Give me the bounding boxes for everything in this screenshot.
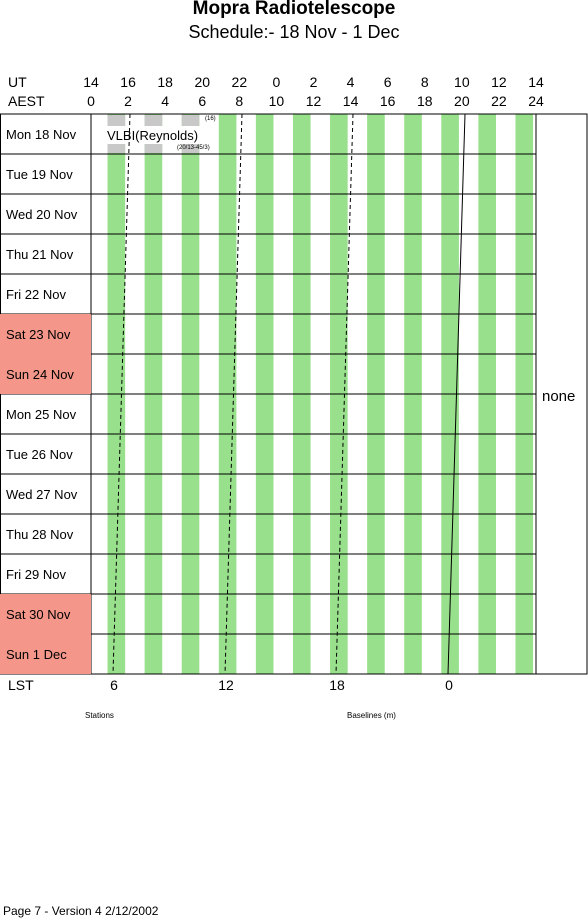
lst-tick: 0 [445, 677, 453, 693]
ut-tick: 10 [454, 74, 470, 90]
day-label: Wed 27 Nov [6, 486, 78, 502]
lst-tick: 18 [329, 677, 345, 693]
aest-tick: 10 [268, 93, 285, 109]
lst-tick: 6 [110, 677, 118, 693]
aest-tick: 12 [305, 93, 322, 109]
ut-tick: 8 [420, 74, 429, 90]
day-label: Thu 21 Nov [6, 246, 74, 262]
vlbi-label-bg [104, 126, 208, 144]
aest-tick: 2 [124, 93, 132, 109]
ut-tick: 2 [309, 74, 318, 90]
side-column [535, 113, 588, 675]
aest-tick: 20 [454, 93, 470, 109]
day-label: Mon 18 Nov [6, 126, 77, 142]
aest-tick: 22 [491, 93, 507, 109]
aest-tick: 24 [528, 93, 544, 109]
page-subtitle: Schedule:- 18 Nov - 1 Dec [188, 22, 400, 42]
day-label: Tue 26 Nov [6, 446, 73, 462]
vlbi-observation-label: VLBI(Reynolds) [107, 128, 199, 143]
lst-drift-line [447, 113, 466, 675]
ut-tick: 14 [528, 74, 544, 90]
aest-tick: 14 [342, 93, 359, 109]
lst-drift-line [335, 113, 354, 675]
side-label: none [542, 388, 576, 405]
ut-tick: 20 [194, 74, 211, 90]
ut-tick: 16 [120, 74, 136, 90]
ut-tick: 18 [157, 74, 173, 90]
aest-tick: 8 [235, 93, 244, 109]
lst-tick: 12 [218, 677, 234, 693]
lst-drift-line [112, 113, 131, 675]
day-label: Sat 23 Nov [0, 314, 91, 354]
aest-tick: 6 [198, 93, 207, 109]
aest-tick: 4 [161, 93, 170, 109]
day-label: Fri 22 Nov [6, 286, 66, 302]
aest-tick: 0 [87, 93, 95, 109]
schedule-grid [0, 113, 588, 675]
day-label: Thu 28 Nov [6, 526, 74, 542]
ut-tick: 6 [383, 74, 392, 90]
day-label: Mon 25 Nov [6, 406, 77, 422]
ut-tick: 4 [346, 74, 355, 90]
day-label: Sun 1 Dec [0, 634, 91, 674]
baselines-label: Baselines (m) [347, 711, 396, 720]
vlbi-note-bottom: (20/13-45/3) [177, 145, 210, 151]
aest-tick: 18 [416, 93, 433, 109]
ut-tick: 12 [491, 74, 507, 90]
aest-label: AEST [8, 93, 45, 109]
ut-tick: 14 [83, 74, 99, 90]
day-label: Sun 24 Nov [0, 354, 91, 394]
ut-label: UT [8, 74, 27, 90]
ut-tick: 22 [231, 74, 248, 90]
vlbi-note-top: (16) [205, 116, 216, 122]
day-label: Tue 19 Nov [6, 166, 73, 182]
lst-drift-line [224, 113, 243, 675]
lst-label: LST [8, 677, 34, 693]
day-label: Fri 29 Nov [6, 566, 66, 582]
page-footer: Page 7 - Version 4 2/12/2002 [3, 904, 159, 918]
aest-tick: 16 [379, 93, 396, 109]
stations-label: Stations [85, 711, 114, 720]
day-label: Sat 30 Nov [0, 594, 91, 634]
page-title: Mopra Radiotelescope [192, 0, 396, 19]
day-label: Wed 20 Nov [6, 206, 78, 222]
ut-tick: 0 [272, 74, 281, 90]
